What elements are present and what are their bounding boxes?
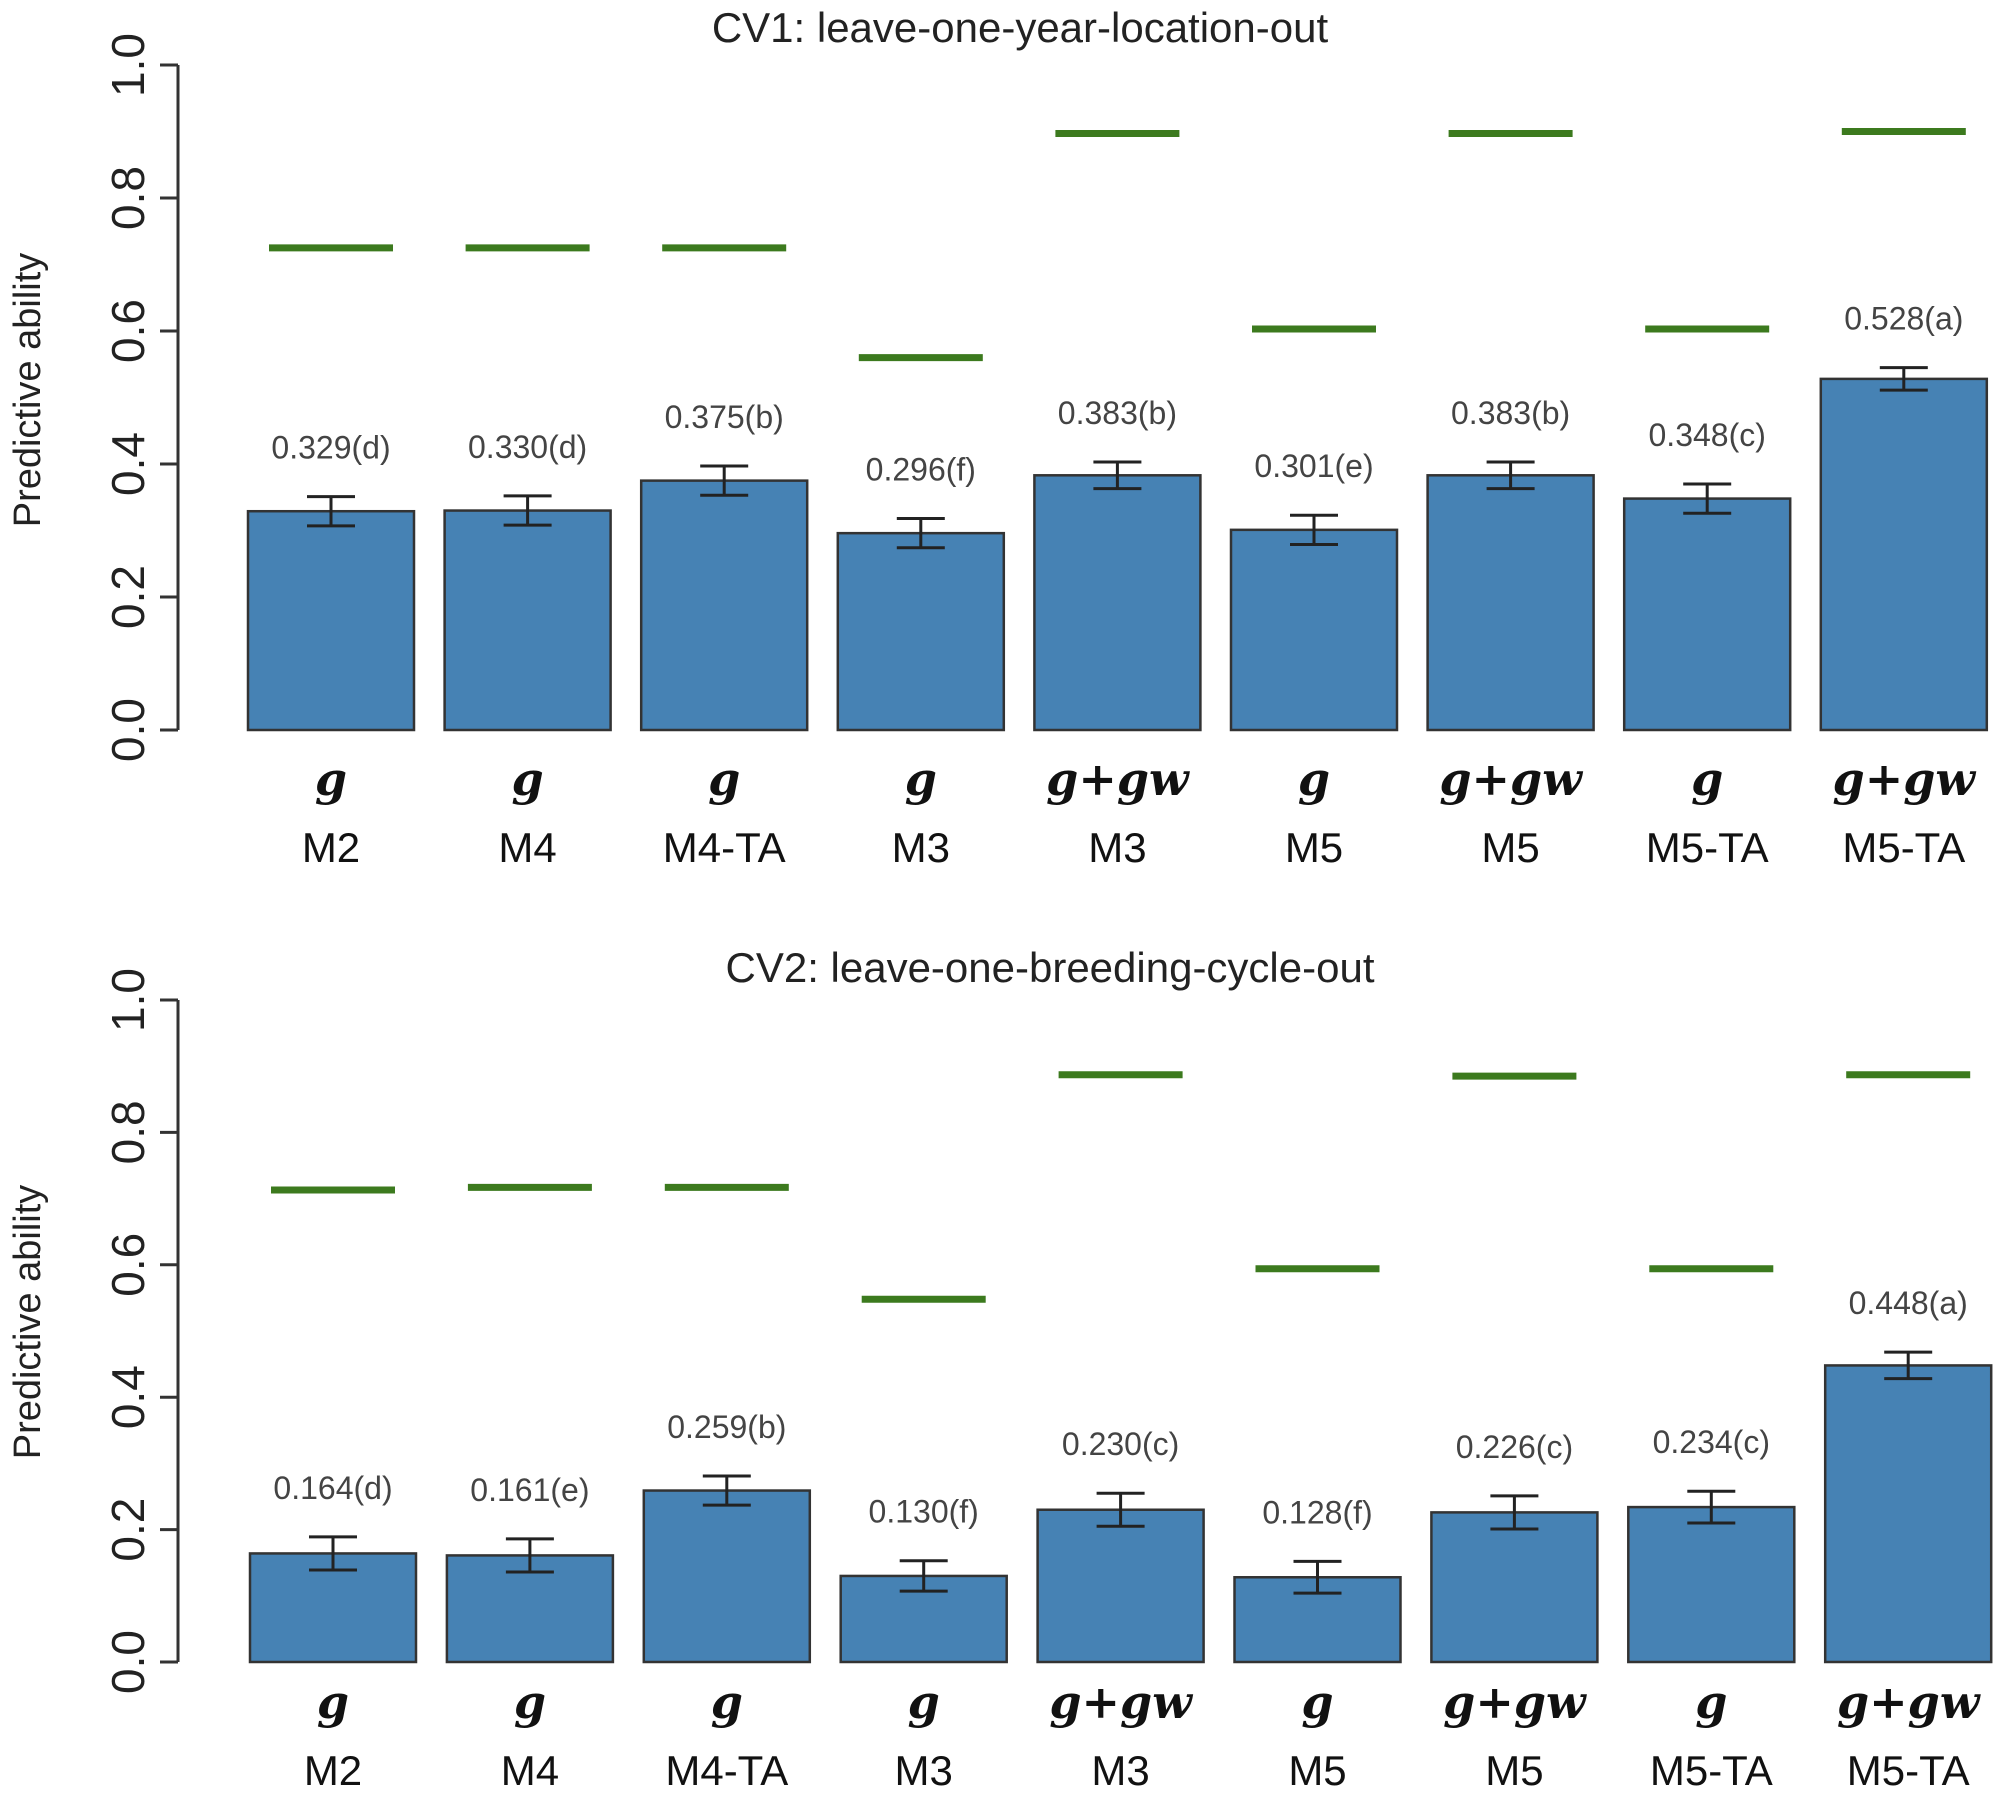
data-label: 0.128(f)	[1262, 1494, 1372, 1530]
data-label: 0.383(b)	[1451, 395, 1570, 431]
data-label: 0.230(c)	[1062, 1426, 1179, 1462]
y-tick-label: 0.2	[102, 565, 154, 629]
data-label: 0.234(c)	[1653, 1424, 1770, 1460]
bar	[443, 509, 612, 732]
data-label: 0.375(b)	[665, 399, 784, 435]
y-tick-label: 0.6	[102, 1233, 154, 1297]
term-label: g+gw	[1443, 1675, 1587, 1729]
y-tick-label: 0.6	[102, 299, 154, 363]
y-tick-label: 0.4	[102, 432, 154, 496]
y-axis-label: Predictive ability	[7, 1185, 49, 1460]
plot-area: 0.0 0.2 0.4 0.6 0.8 1.0 0.164(d) g M2 0.161(e) g M4…	[102, 968, 1993, 1794]
term-label: g	[315, 752, 347, 806]
category-label: M5-TA	[1842, 824, 1965, 871]
panel-cv1: CV1: leave-one-year-location-out Predict…	[7, 4, 1989, 871]
bar	[639, 479, 809, 732]
panel-title: CV1: leave-one-year-location-out	[712, 4, 1329, 51]
bar	[1036, 1508, 1205, 1664]
y-tick-label: 0.0	[102, 1630, 154, 1694]
term-label: g+gw	[1837, 1675, 1981, 1729]
bar	[248, 1552, 418, 1664]
y-tick-label: 0.8	[102, 1100, 154, 1164]
term-label: g+gw	[1833, 752, 1977, 806]
bar	[1430, 1511, 1599, 1664]
category-label: M5-TA	[1650, 1747, 1773, 1794]
category-label: M5-TA	[1646, 824, 1769, 871]
y-tick-label: 0.2	[102, 1498, 154, 1562]
bar	[1823, 1364, 1993, 1664]
y-axis-label: Predictive ability	[7, 253, 49, 528]
category-label: M3	[892, 824, 950, 871]
category-label: M5	[1481, 824, 1539, 871]
term-label: g	[908, 1675, 940, 1729]
bar	[1819, 377, 1989, 732]
category-label: M4-TA	[665, 1747, 788, 1794]
panel-title: CV2: leave-one-breeding-cycle-out	[725, 944, 1374, 991]
data-label: 0.528(a)	[1844, 301, 1963, 337]
term-label: g	[711, 1675, 743, 1729]
term-label: g	[905, 752, 937, 806]
category-label: M3	[1088, 824, 1146, 871]
data-label: 0.301(e)	[1254, 448, 1373, 484]
category-label: M5-TA	[1847, 1747, 1970, 1794]
y-tick-label: 1.0	[102, 968, 154, 1032]
bar	[246, 509, 416, 732]
term-label: g+gw	[1439, 752, 1583, 806]
data-label: 0.330(d)	[468, 429, 587, 465]
y-tick-label: 0.4	[102, 1365, 154, 1429]
category-label: M2	[302, 824, 360, 871]
data-label: 0.259(b)	[667, 1409, 786, 1445]
data-label: 0.383(b)	[1058, 395, 1177, 431]
term-label: g+gw	[1049, 1675, 1193, 1729]
term-label: g	[317, 1675, 349, 1729]
bar	[1622, 497, 1792, 732]
term-label: g	[1301, 1675, 1333, 1729]
data-label: 0.226(c)	[1456, 1429, 1573, 1465]
data-label: 0.448(a)	[1849, 1285, 1968, 1321]
category-label: M2	[304, 1747, 362, 1794]
category-label: M4	[498, 824, 556, 871]
category-label: M3	[1091, 1747, 1149, 1794]
term-label: g	[512, 752, 544, 806]
bar	[1229, 528, 1399, 732]
category-label: M5	[1285, 824, 1343, 871]
bar	[642, 1489, 812, 1664]
term-label: g+gw	[1046, 752, 1190, 806]
y-tick-label: 0.8	[102, 166, 154, 230]
term-label: g	[1691, 752, 1723, 806]
panel-cv2: CV2: leave-one-breeding-cycle-out Predic…	[7, 944, 1993, 1794]
category-label: M3	[895, 1747, 953, 1794]
bar	[1627, 1505, 1796, 1664]
bar	[836, 531, 1006, 732]
data-label: 0.348(c)	[1649, 417, 1766, 453]
plot-area: 0.0 0.2 0.4 0.6 0.8 1.0 0.329(d) g M2 0.330(d) g M4…	[102, 33, 1989, 871]
data-label: 0.164(d)	[273, 1470, 392, 1506]
data-label: 0.130(f)	[869, 1494, 979, 1530]
category-label: M5	[1485, 1747, 1543, 1794]
category-label: M4-TA	[663, 824, 786, 871]
data-label: 0.161(e)	[470, 1472, 589, 1508]
term-label: g	[1298, 752, 1330, 806]
category-label: M5	[1288, 1747, 1346, 1794]
bar	[1426, 474, 1595, 732]
category-label: M4	[501, 1747, 559, 1794]
term-label: g	[1695, 1675, 1727, 1729]
y-tick-label: 0.0	[102, 698, 154, 762]
y-tick-label: 1.0	[102, 33, 154, 97]
data-label: 0.296(f)	[866, 452, 976, 488]
term-label: g	[514, 1675, 546, 1729]
bar	[1033, 474, 1202, 732]
term-label: g	[708, 752, 740, 806]
data-label: 0.329(d)	[271, 430, 390, 466]
